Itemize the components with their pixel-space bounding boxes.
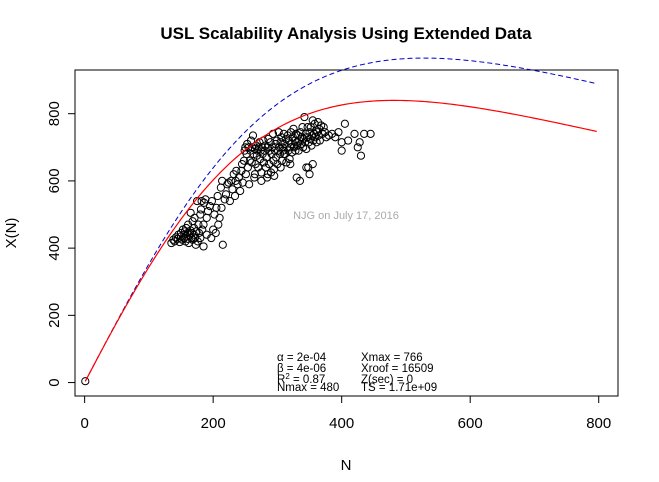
data-point <box>286 160 295 169</box>
data-point <box>217 203 226 212</box>
stat-xroof: Xroof = 16509 <box>361 363 434 375</box>
data-point <box>344 136 353 145</box>
y-axis-label: X(N) <box>3 218 20 249</box>
y-tick-label: 0 <box>46 378 63 386</box>
data-point <box>175 237 184 247</box>
y-tick-label: 800 <box>46 101 63 126</box>
data-point <box>207 196 216 206</box>
x-tick-label: 800 <box>586 415 611 432</box>
y-tick-label: 400 <box>46 236 63 261</box>
data-point <box>220 195 229 204</box>
data-point <box>207 233 216 243</box>
stat-r2: R2 = 0.87 <box>277 372 325 386</box>
data-point <box>245 180 254 189</box>
data-point <box>298 123 307 132</box>
x-tick-label: 600 <box>458 415 483 432</box>
data-point <box>243 163 252 172</box>
x-tick-label: 400 <box>329 415 354 432</box>
data-point <box>319 123 328 132</box>
data-point <box>279 149 288 159</box>
data-point <box>197 196 206 206</box>
data-point <box>276 163 285 172</box>
usl-model-curve <box>84 99 597 382</box>
data-point <box>340 119 349 128</box>
data-point <box>214 220 223 229</box>
data-point <box>221 190 231 199</box>
data-point <box>250 173 259 182</box>
data-point <box>337 146 346 155</box>
data-point <box>215 213 224 222</box>
data-point <box>186 208 195 217</box>
data-point <box>210 210 219 219</box>
data-point <box>289 124 298 133</box>
data-point <box>296 128 305 137</box>
data-point <box>356 151 366 160</box>
data-point <box>308 160 317 169</box>
data-point <box>218 240 227 249</box>
data-point <box>291 146 300 155</box>
stat-ts: TS = 1.71e+09 <box>361 382 437 394</box>
stats-block: α = 2e-04 β = 4e-06 R2 = 0.87 Nmax = 480… <box>277 352 437 394</box>
data-point <box>263 170 272 179</box>
y-axis: 0 200 400 600 800 <box>46 101 76 387</box>
data-point <box>303 123 312 132</box>
data-point <box>81 377 90 386</box>
data-point <box>353 143 362 152</box>
data-point <box>250 170 260 179</box>
data-point <box>292 173 301 182</box>
x-tick-label: 200 <box>201 415 226 432</box>
data-point <box>196 233 205 243</box>
data-point <box>257 176 266 186</box>
data-point <box>236 186 245 196</box>
data-point <box>259 158 269 167</box>
data-point <box>224 178 233 187</box>
data-point <box>202 213 211 222</box>
data-point <box>196 205 206 214</box>
chart-title: USL Scalability Analysis Using Extended … <box>160 24 532 43</box>
x-axis-label: N <box>341 457 352 474</box>
y-tick-label: 200 <box>46 303 63 328</box>
data-point <box>247 158 256 167</box>
data-point <box>199 242 208 251</box>
y-tick-label: 600 <box>46 168 63 193</box>
data-point <box>360 129 369 138</box>
data-point <box>194 220 203 229</box>
data-point <box>317 121 326 130</box>
data-point <box>305 170 314 179</box>
x-tick-label: 0 <box>80 415 88 432</box>
data-point <box>211 228 220 238</box>
data-point <box>293 141 302 150</box>
data-point <box>198 225 207 234</box>
stat-nmax: Nmax = 480 <box>277 382 339 394</box>
stat-xmax: Xmax = 766 <box>361 352 423 364</box>
data-point <box>203 207 213 216</box>
dashed-model-curve <box>84 57 597 382</box>
data-point <box>302 163 311 172</box>
watermark: NJG on July 17, 2016 <box>293 210 399 222</box>
data-point <box>366 129 375 138</box>
data-point <box>334 128 343 137</box>
data-point <box>248 131 258 140</box>
data-point <box>196 210 205 219</box>
data-point <box>274 128 283 137</box>
stat-zsec: Z(sec) = 0 <box>361 374 413 386</box>
data-point <box>225 196 234 206</box>
data-point <box>213 191 222 201</box>
data-point <box>355 138 364 147</box>
data-point <box>199 220 208 229</box>
data-points <box>81 112 375 386</box>
stat-beta: β = 4e-06 <box>277 363 326 375</box>
x-axis: 0 200 400 600 800 <box>80 395 611 432</box>
data-point <box>350 129 359 138</box>
stat-alpha: α = 2e-04 <box>277 352 327 364</box>
data-point <box>230 191 240 201</box>
data-point <box>212 203 221 212</box>
